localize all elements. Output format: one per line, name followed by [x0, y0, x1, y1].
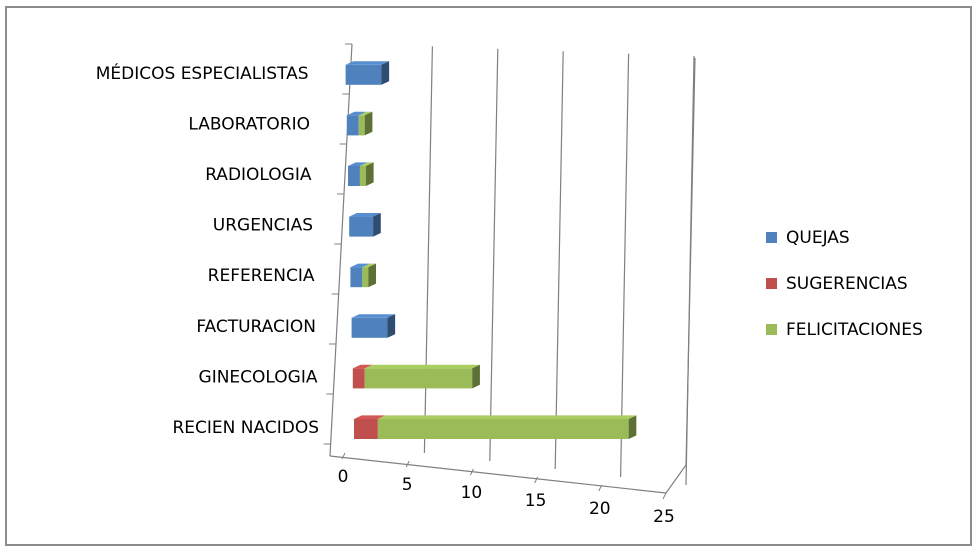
gridline-10: [489, 48, 499, 462]
x-tick-label: 15: [525, 491, 547, 511]
bar-side: [365, 162, 374, 186]
bar-side: [368, 263, 377, 288]
bar-top-quejas: [349, 213, 381, 217]
bar-top-quejas: [350, 263, 371, 268]
bar-quejas: [345, 64, 382, 85]
x-tick-label: 10: [461, 483, 483, 503]
x-tick-mark: [469, 468, 474, 476]
category-label: GINECOLOGIA: [199, 367, 318, 387]
gridline-20: [620, 53, 630, 478]
bar-side: [364, 111, 373, 136]
bars: [345, 61, 637, 439]
bar-top-felicitaciones: [362, 263, 377, 268]
category-label: URGENCIAS: [213, 216, 313, 236]
y-axis-line: [329, 43, 353, 457]
bar-quejas: [350, 267, 363, 288]
bar-quejas: [349, 216, 374, 237]
bar-top-felicitaciones: [358, 111, 373, 116]
bar-felicitaciones: [358, 115, 365, 136]
category-label: REFERENCIA: [208, 266, 315, 286]
bar-felicitaciones: [364, 368, 473, 389]
gridline-15: [554, 51, 564, 470]
legend-swatch: [766, 324, 777, 335]
legend-label: FELICITACIONES: [786, 320, 923, 340]
legend-label: SUGERENCIAS: [786, 274, 908, 294]
x-axis-line: [329, 455, 667, 494]
x-tick-label: 25: [653, 507, 675, 527]
bar-felicitaciones: [377, 419, 629, 439]
bar-top-quejas: [351, 314, 396, 318]
x-tick-label: 20: [589, 499, 611, 519]
bar-quejas: [351, 317, 388, 338]
bar-side: [628, 415, 637, 439]
bar-quejas: [346, 115, 359, 136]
category-label: RADIOLOGIA: [205, 165, 312, 185]
bar-top-sugerencias: [352, 364, 373, 369]
bar-top-felicitaciones: [364, 364, 480, 369]
bar-side: [381, 61, 390, 85]
x-tick-mark: [662, 492, 667, 500]
category-label: RECIEN NACIDOS: [173, 418, 320, 438]
axes: [323, 43, 696, 500]
x-tick-mark: [405, 460, 410, 468]
bar-top-quejas: [345, 61, 390, 65]
bar-quejas: [348, 166, 360, 186]
category-label: LABORATORIO: [188, 114, 310, 134]
category-label: MÉDICOS ESPECIALISTAS: [96, 62, 309, 84]
back-wall-right-edge: [685, 57, 696, 466]
legend: QUEJAS SUGERENCIAS FELICITACIONES: [766, 228, 923, 340]
x-tick-mark: [534, 476, 539, 484]
chart-frame: [5, 6, 972, 546]
bar-felicitaciones: [359, 166, 366, 186]
bar-side: [472, 364, 480, 389]
x-tick-mark: [341, 452, 346, 460]
bar-side: [387, 314, 396, 338]
bar-top-felicitaciones: [377, 415, 637, 419]
bar-top-quejas: [348, 162, 368, 166]
legend-swatch: [766, 278, 777, 289]
bar-sugerencias: [354, 419, 378, 439]
gridline-5: [423, 46, 433, 454]
x-tick-label: 5: [402, 475, 413, 495]
bar-top-sugerencias: [354, 415, 386, 419]
labels: 0 5 10 15 20 25 RECIEN NACIDOS GINECOLOGIA FACTU…: [96, 62, 675, 527]
x-tick-label: 0: [338, 467, 349, 487]
bar-felicitaciones: [362, 267, 369, 288]
bar-sugerencias: [352, 368, 365, 389]
legend-swatch: [766, 232, 777, 243]
bar-top-felicitaciones: [359, 162, 374, 166]
category-label: FACTURACION: [196, 317, 316, 337]
floor-right-edge: [665, 464, 687, 494]
bar-top-quejas: [346, 111, 367, 116]
x-tick-mark: [598, 484, 603, 492]
bar-side: [373, 213, 381, 237]
legend-label: QUEJAS: [786, 228, 850, 248]
